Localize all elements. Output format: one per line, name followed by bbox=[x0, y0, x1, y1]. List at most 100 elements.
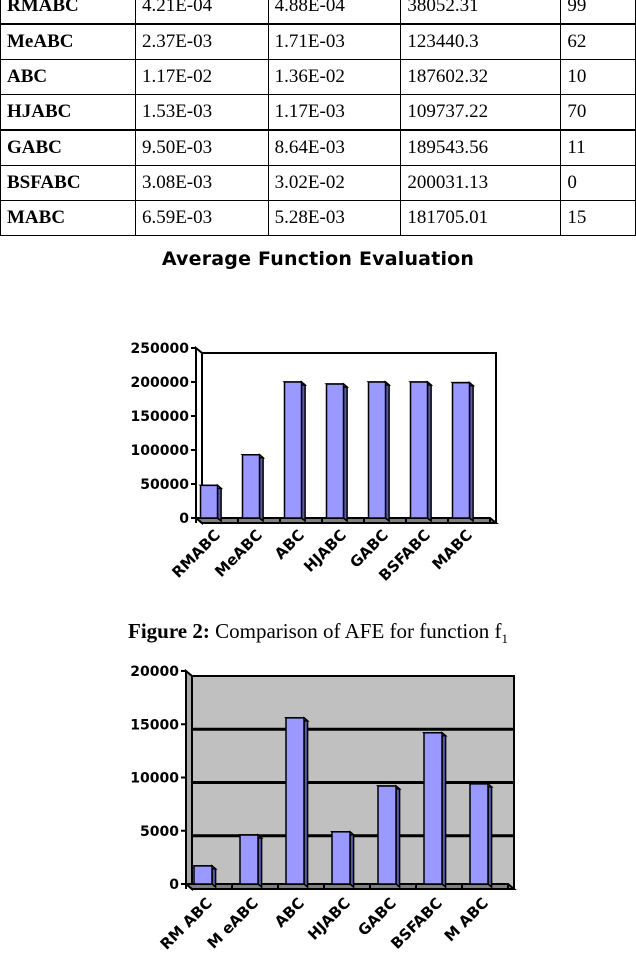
bar-front bbox=[469, 783, 489, 885]
bar-front bbox=[377, 785, 397, 885]
y-tick-label: 250000 bbox=[131, 341, 190, 357]
value-cell: 8.64E-03 bbox=[267, 129, 402, 166]
bar bbox=[467, 782, 494, 889]
x-tick-label: HJABC bbox=[304, 894, 354, 944]
bar-front bbox=[241, 454, 261, 519]
algorithm-name-cell: MeABC bbox=[0, 23, 136, 60]
table-row: BSFABC 3.08E-03 3.02E-02 200031.13 0 bbox=[0, 165, 636, 201]
chart1-title: Average Function Evaluation bbox=[161, 248, 475, 270]
bar-front bbox=[199, 484, 219, 519]
value-cell: 11 bbox=[560, 129, 636, 166]
value-cell: 200031.13 bbox=[400, 165, 562, 201]
y-tick-label: 5000 bbox=[140, 824, 179, 840]
algorithm-name-cell: HJABC bbox=[0, 94, 136, 131]
afe-bar-chart-1: 250000200000150000100000500000RMABCMeABC… bbox=[131, 341, 499, 585]
x-tick-label: M ABC bbox=[441, 894, 492, 945]
figure-caption-subscript: 1 bbox=[501, 631, 509, 647]
plot-floor bbox=[183, 883, 517, 890]
value-cell: 1.17E-02 bbox=[134, 59, 269, 95]
algorithm-name-cell: MABC bbox=[0, 200, 136, 236]
value-cell: 109737.22 bbox=[400, 94, 562, 131]
bar-front bbox=[239, 834, 259, 885]
bar bbox=[282, 380, 308, 523]
algorithm-name-cell: ABC bbox=[0, 59, 136, 95]
bar-front bbox=[325, 383, 345, 519]
value-cell: 70 bbox=[560, 94, 636, 131]
y-tick-label: 100000 bbox=[131, 443, 190, 459]
table-row: HJABC 1.53E-03 1.17E-03 109737.22 70 bbox=[0, 94, 636, 131]
bar-front bbox=[451, 381, 471, 519]
value-cell: 1.71E-03 bbox=[267, 23, 402, 60]
value-cell: 10 bbox=[560, 59, 636, 95]
value-cell: 99 bbox=[560, 0, 636, 25]
value-cell: 6.59E-03 bbox=[134, 200, 269, 236]
value-cell: 3.02E-02 bbox=[267, 165, 402, 201]
bar bbox=[366, 380, 392, 523]
y-tick-label: 15000 bbox=[130, 717, 179, 733]
table-row: GABC 9.50E-03 8.64E-03 189543.56 11 bbox=[0, 129, 636, 166]
value-cell: 1.53E-03 bbox=[134, 94, 269, 131]
figure-caption: Figure 2: Comparison of AFE for function… bbox=[0, 619, 636, 647]
value-cell: 62 bbox=[560, 23, 636, 60]
algorithm-name-cell: GABC bbox=[0, 129, 136, 166]
value-cell: 0 bbox=[560, 165, 636, 201]
bar-front bbox=[283, 381, 303, 519]
bar-front bbox=[409, 381, 429, 519]
value-cell: 4.88E-04 bbox=[267, 0, 402, 25]
bar-front bbox=[193, 865, 213, 885]
table-row: RMABC 4.21E-04 4.88E-04 38052.31 99 bbox=[0, 0, 636, 25]
bar bbox=[421, 731, 448, 889]
bar-front bbox=[423, 732, 443, 885]
bar bbox=[375, 784, 402, 889]
y-tick-label: 150000 bbox=[131, 409, 190, 425]
figure-label: Figure 2: bbox=[128, 619, 210, 643]
value-cell: 4.21E-04 bbox=[134, 0, 269, 25]
bar bbox=[191, 864, 218, 889]
value-cell: 9.50E-03 bbox=[134, 129, 269, 166]
y-tick-label: 0 bbox=[179, 511, 189, 527]
x-tick-label: MeABC bbox=[211, 526, 266, 581]
bar bbox=[240, 453, 266, 523]
value-cell: 3.08E-03 bbox=[134, 165, 269, 201]
value-cell: 15 bbox=[560, 200, 636, 236]
value-cell: 1.17E-03 bbox=[267, 94, 402, 131]
bar bbox=[329, 830, 356, 889]
table-row: MABC 6.59E-03 5.28E-03 181705.01 15 bbox=[0, 200, 636, 236]
y-tick-label: 10000 bbox=[130, 771, 179, 787]
x-tick-label: GABC bbox=[354, 894, 400, 940]
value-cell: 187602.32 bbox=[400, 59, 562, 95]
bar bbox=[324, 382, 350, 523]
x-tick-label: HJABC bbox=[300, 526, 350, 576]
x-tick-label: MABC bbox=[428, 526, 475, 573]
x-tick-label: ABC bbox=[271, 526, 308, 563]
table-row: ABC 1.17E-02 1.36E-02 187602.32 10 bbox=[0, 59, 636, 95]
value-cell: 5.28E-03 bbox=[267, 200, 402, 236]
bar bbox=[408, 380, 434, 523]
y-tick-label: 50000 bbox=[140, 477, 189, 493]
y-tick-label: 20000 bbox=[130, 664, 179, 680]
table-row: MeABC 2.37E-03 1.71E-03 123440.3 62 bbox=[0, 23, 636, 60]
value-cell: 181705.01 bbox=[400, 200, 562, 236]
value-cell: 2.37E-03 bbox=[134, 23, 269, 60]
plot-side-wall bbox=[185, 668, 193, 892]
bar bbox=[283, 716, 310, 889]
y-tick-label: 0 bbox=[169, 877, 179, 893]
value-cell: 123440.3 bbox=[400, 23, 562, 60]
bar bbox=[237, 833, 264, 889]
x-tick-label: ABC bbox=[271, 894, 308, 931]
x-tick-label: RM ABC bbox=[157, 894, 216, 953]
bar-front bbox=[331, 831, 351, 885]
x-tick-label: M eABC bbox=[204, 894, 262, 952]
figure-caption-text: Comparison of AFE for function f bbox=[209, 619, 502, 643]
algorithm-name-cell: RMABC bbox=[0, 0, 136, 25]
algorithm-name-cell: BSFABC bbox=[0, 165, 136, 201]
x-tick-label: BSFABC bbox=[387, 894, 446, 953]
value-cell: 1.36E-02 bbox=[267, 59, 402, 95]
value-cell: 38052.31 bbox=[400, 0, 562, 25]
value-cell: 189543.56 bbox=[400, 129, 562, 166]
bar-front bbox=[367, 381, 387, 519]
bar bbox=[198, 483, 224, 523]
results-table: RMABC 4.21E-04 4.88E-04 38052.31 99 MeABC 2.37… bbox=[0, 0, 636, 236]
bar-front bbox=[285, 717, 305, 885]
